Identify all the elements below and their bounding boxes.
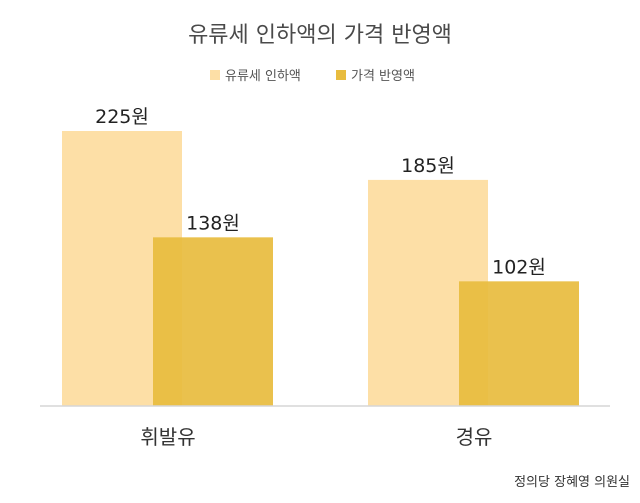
legend-label-series-2: 가격 반영액	[351, 69, 415, 84]
gasoline-price-reflected-label: 138원	[186, 212, 240, 234]
diesel-price-reflected-label: 102원	[492, 256, 546, 278]
bars-group	[62, 131, 579, 406]
diesel-price-reflected-bar	[459, 281, 579, 406]
gasoline-tax-cut-label: 225원	[95, 106, 149, 128]
chart-title: 유류세 인하액의 가격 반영액	[188, 23, 452, 48]
source-credit: 정의당 장혜영 의원실	[514, 475, 630, 490]
category-label-gasoline: 휘발유	[140, 425, 195, 449]
diesel-tax-cut-label: 185원	[401, 155, 455, 177]
legend-swatch-series-1	[210, 70, 220, 80]
legend-swatch-series-2	[336, 70, 346, 80]
legend: 유류세 인하액 가격 반영액	[210, 69, 415, 84]
legend-label-series-1: 유류세 인하액	[225, 69, 301, 84]
category-label-diesel: 경유	[456, 425, 493, 449]
gasoline-price-reflected-bar	[153, 237, 273, 406]
data-labels-group: 225원 138원 185원 102원	[95, 106, 546, 278]
